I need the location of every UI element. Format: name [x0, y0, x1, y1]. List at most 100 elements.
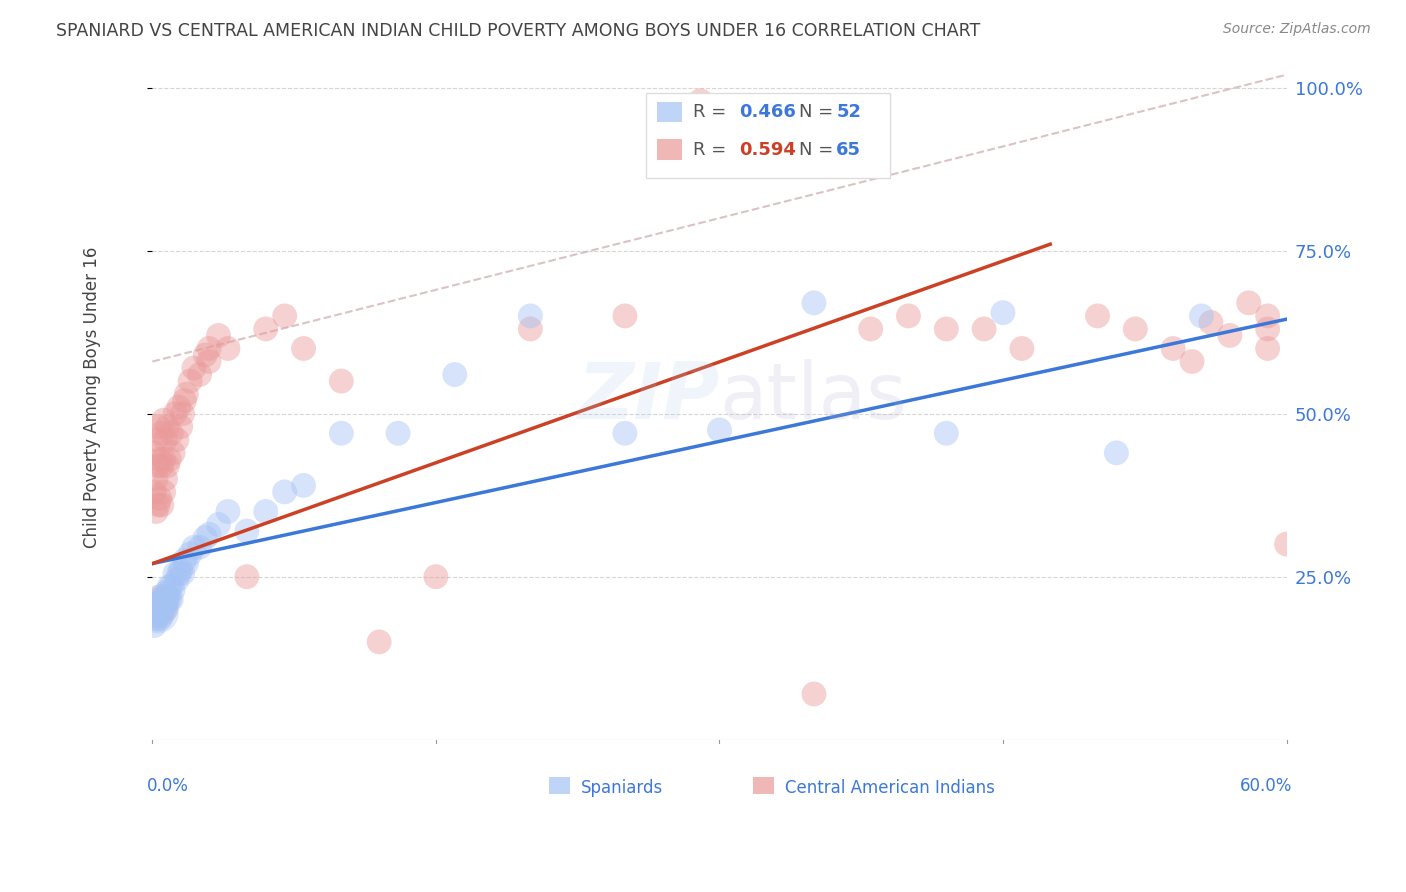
Point — [146, 599, 169, 613]
Text: SPANIARD VS CENTRAL AMERICAN INDIAN CHILD POVERTY AMONG BOYS UNDER 16 CORRELATIO: SPANIARD VS CENTRAL AMERICAN INDIAN CHIL… — [56, 22, 980, 40]
Point — [198, 354, 221, 368]
Point — [176, 557, 198, 571]
Point — [152, 592, 174, 607]
Point — [387, 426, 409, 441]
Point — [162, 446, 184, 460]
Point — [167, 566, 190, 581]
Bar — [657, 102, 682, 122]
Text: R =: R = — [693, 103, 733, 121]
Point — [207, 517, 229, 532]
Point — [150, 589, 173, 603]
Point — [183, 361, 205, 376]
Point — [176, 387, 198, 401]
Text: atlas: atlas — [720, 359, 907, 435]
Point — [897, 309, 920, 323]
Point — [157, 579, 180, 593]
Text: R =: R = — [693, 141, 733, 159]
Text: 65: 65 — [837, 141, 862, 159]
Point — [292, 478, 315, 492]
Point — [146, 596, 169, 610]
Point — [217, 504, 239, 518]
Point — [519, 309, 541, 323]
Point — [143, 484, 166, 499]
Point — [803, 296, 825, 310]
Point — [273, 309, 295, 323]
Point — [188, 541, 211, 555]
Point — [194, 348, 217, 362]
Point — [145, 504, 167, 518]
Point — [172, 407, 194, 421]
Point — [172, 566, 194, 581]
Text: N =: N = — [799, 103, 839, 121]
Point — [146, 498, 169, 512]
Point — [152, 602, 174, 616]
Bar — [754, 777, 773, 795]
Point — [217, 342, 239, 356]
Point — [149, 592, 172, 607]
Point — [198, 342, 221, 356]
Point — [150, 426, 173, 441]
Text: 60.0%: 60.0% — [1240, 777, 1292, 796]
Text: 0.0%: 0.0% — [146, 777, 188, 796]
Text: N =: N = — [799, 141, 839, 159]
Point — [146, 419, 169, 434]
Point — [155, 472, 177, 486]
Text: 0.466: 0.466 — [738, 103, 796, 121]
Point — [1161, 342, 1184, 356]
Point — [150, 608, 173, 623]
Point — [146, 606, 169, 620]
Point — [254, 504, 277, 518]
Point — [1237, 296, 1260, 310]
Bar — [550, 777, 569, 795]
Point — [991, 305, 1014, 319]
Point — [162, 582, 184, 597]
Point — [1087, 309, 1109, 323]
Point — [1219, 328, 1241, 343]
Text: 0.594: 0.594 — [738, 141, 796, 159]
Point — [935, 322, 957, 336]
Point — [160, 592, 183, 607]
Point — [1257, 309, 1279, 323]
Point — [146, 606, 169, 620]
Point — [173, 393, 195, 408]
Point — [146, 602, 169, 616]
Point — [1105, 446, 1128, 460]
Point — [613, 309, 636, 323]
Point — [150, 458, 173, 473]
Point — [170, 419, 193, 434]
Point — [157, 592, 180, 607]
Text: ZIP: ZIP — [578, 359, 720, 435]
Point — [155, 586, 177, 600]
Point — [236, 569, 259, 583]
Point — [166, 573, 188, 587]
Point — [150, 599, 173, 613]
Point — [145, 612, 167, 626]
Text: 52: 52 — [837, 103, 862, 121]
Point — [194, 531, 217, 545]
Point — [170, 563, 193, 577]
Point — [173, 553, 195, 567]
Point — [179, 547, 201, 561]
Point — [155, 596, 177, 610]
Y-axis label: Child Poverty Among Boys Under 16: Child Poverty Among Boys Under 16 — [83, 247, 101, 548]
Point — [973, 322, 995, 336]
Point — [519, 322, 541, 336]
Point — [236, 524, 259, 538]
Point — [163, 407, 186, 421]
Point — [613, 426, 636, 441]
Point — [155, 433, 177, 447]
Point — [150, 498, 173, 512]
Point — [163, 566, 186, 581]
Point — [1123, 322, 1146, 336]
Point — [1181, 354, 1204, 368]
Point — [156, 458, 179, 473]
Point — [149, 612, 172, 626]
Point — [935, 426, 957, 441]
Point — [152, 452, 174, 467]
Point — [179, 374, 201, 388]
Point — [292, 342, 315, 356]
Point — [689, 94, 711, 108]
Point — [803, 687, 825, 701]
Point — [152, 484, 174, 499]
Point — [1191, 309, 1213, 323]
